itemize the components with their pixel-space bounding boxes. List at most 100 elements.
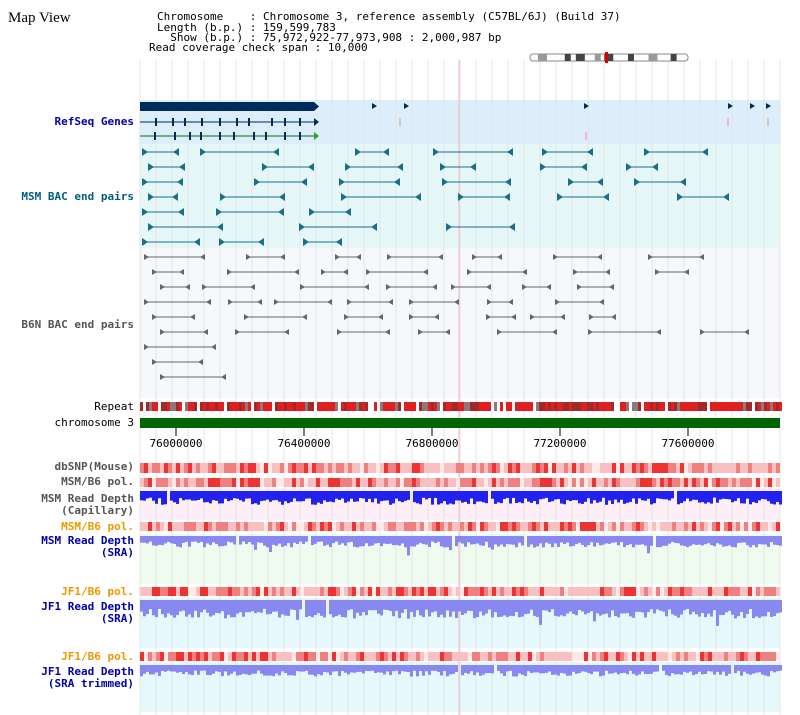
depth-bar: [494, 536, 497, 545]
bac-end-marker: [505, 178, 511, 186]
polymorphism-cell: [696, 522, 700, 531]
depth-bar: [488, 536, 491, 548]
track-label-jf1-b6-pol-1[interactable]: JF1/B6 pol.: [61, 585, 134, 598]
track-label-jf1-depth-trim[interactable]: JF1 Read Depth: [41, 665, 134, 678]
depth-bar: [383, 600, 386, 610]
polymorphism-cell: [196, 652, 200, 661]
depth-bar: [773, 665, 776, 673]
track-label-msm-b6-pol-1[interactable]: MSM/B6 pol.: [61, 475, 134, 488]
polymorphism-cell: [740, 522, 744, 531]
polymorphism-cell: [564, 522, 568, 531]
repeat-segment: [728, 402, 731, 411]
track-label-repeat[interactable]: Repeat: [94, 400, 134, 413]
polymorphism-cell: [204, 478, 208, 487]
polymorphism-cell: [740, 652, 744, 661]
polymorphism-cell: [772, 587, 776, 596]
repeat-segment: [713, 402, 716, 411]
track-label-jf1-b6-pol-2[interactable]: JF1/B6 pol.: [61, 650, 134, 663]
track-label-refseq[interactable]: RefSeq Genes: [54, 115, 134, 128]
dbsnp-cell: [280, 463, 284, 473]
dbsnp-cell: [624, 463, 628, 473]
depth-bar: [425, 600, 428, 610]
depth-bar: [146, 600, 149, 615]
repeat-segment: [383, 402, 386, 411]
depth-bar: [617, 491, 620, 503]
signal-layer: [140, 402, 782, 677]
repeat-segment: [362, 402, 365, 411]
show-info: Show (b.p.) : 75,972,922-77,973,908 : 2,…: [170, 31, 502, 44]
depth-bar: [557, 536, 560, 548]
polymorphism-cell: [656, 652, 660, 661]
polymorphism-cell: [340, 652, 344, 661]
polymorphism-cell: [216, 522, 220, 531]
depth-bar: [722, 491, 725, 499]
depth-bar: [464, 491, 467, 502]
repeat-segment: [170, 402, 173, 411]
polymorphism-cell: [728, 652, 732, 661]
track-label-msm-depth-cap[interactable]: MSM Read Depth: [41, 492, 134, 505]
track-label-msm-depth-sra[interactable]: MSM Read Depth: [41, 534, 134, 547]
track-label-msm-b6-pol-2[interactable]: MSM/B6 pol.: [61, 520, 134, 533]
repeat-segment: [719, 402, 722, 411]
polymorphism-cell: [444, 587, 448, 596]
dbsnp-cell: [652, 463, 656, 473]
repeat-segment: [401, 402, 404, 411]
track-label-b6n-bac[interactable]: B6N BAC end pairs: [21, 318, 134, 331]
track-label-chromosome[interactable]: chromosome 3: [54, 416, 134, 429]
dbsnp-cell: [540, 463, 544, 473]
polymorphism-cell: [712, 522, 716, 531]
bac-end-marker: [597, 178, 603, 186]
depth-bar: [188, 491, 191, 500]
depth-bar: [362, 600, 365, 613]
depth-bar: [521, 491, 524, 504]
polymorphism-cell: [664, 522, 668, 531]
polymorphism-cell: [360, 478, 364, 487]
dbsnp-cell: [548, 463, 552, 473]
depth-bar: [740, 665, 743, 676]
depth-bar: [644, 491, 647, 501]
repeat-segment: [725, 402, 728, 411]
polymorphism-cell: [260, 652, 264, 661]
depth-bar: [713, 491, 716, 498]
depth-bar: [329, 665, 332, 676]
bac-end-marker: [339, 178, 345, 186]
polymorphism-cell: [304, 652, 308, 661]
repeat-segment: [740, 402, 743, 411]
coverage-value: 10,000: [327, 41, 368, 54]
depth-bar: [551, 600, 554, 610]
strand-arrow: [314, 132, 319, 140]
dbsnp-cell: [324, 463, 328, 473]
polymorphism-cell: [396, 652, 400, 661]
dbsnp-cell: [140, 463, 144, 473]
polymorphism-cell: [484, 587, 488, 596]
dbsnp-cell: [420, 463, 424, 473]
track-label-dbsnp[interactable]: dbSNP(Mouse): [54, 460, 134, 473]
polymorphism-cell: [744, 478, 748, 487]
polymorphism-cell: [460, 522, 464, 531]
repeat-segment: [272, 402, 275, 411]
polymorphism-cell: [600, 587, 604, 596]
depth-bar: [323, 491, 326, 501]
polymorphism-cell: [672, 522, 676, 531]
depth-bar: [563, 665, 566, 674]
depth-bar: [713, 665, 716, 675]
depth-bar: [698, 536, 701, 545]
depth-bar: [638, 600, 641, 612]
depth-bar: [473, 536, 476, 545]
dbsnp-cell: [444, 463, 448, 473]
polymorphism-cell: [608, 478, 612, 487]
depth-bar: [701, 600, 704, 614]
bac-end-marker: [284, 329, 289, 335]
depth-bar: [344, 600, 347, 618]
polymorphism-cell: [452, 478, 456, 487]
dbsnp-cell: [340, 463, 344, 473]
polymorphism-cell: [424, 587, 428, 596]
track-label-jf1-depth-sra[interactable]: JF1 Read Depth: [41, 600, 134, 613]
track-label-msm-bac[interactable]: MSM BAC end pairs: [21, 190, 134, 203]
chromosome-ideogram[interactable]: [529, 52, 689, 63]
depth-bar: [506, 665, 509, 672]
depth-bar: [578, 491, 581, 504]
depth-bar: [380, 600, 383, 616]
repeat-segment: [392, 402, 395, 411]
